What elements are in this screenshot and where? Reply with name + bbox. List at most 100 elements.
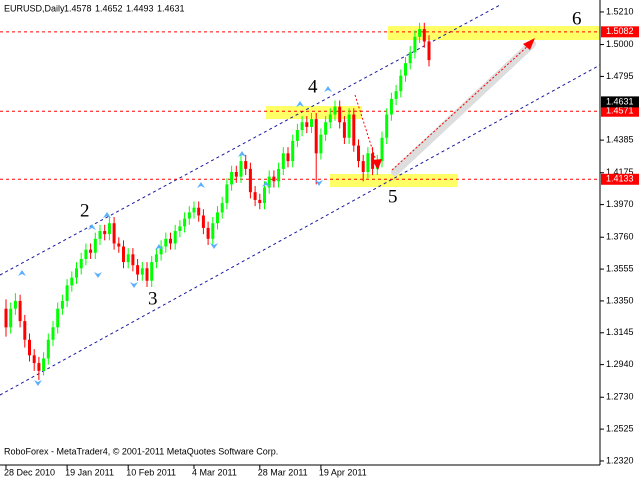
candle-body	[244, 161, 248, 169]
candle-body	[239, 161, 243, 177]
candle-body	[60, 300, 64, 309]
candle-body	[361, 161, 365, 172]
candle-body	[70, 277, 74, 286]
candle-body	[225, 184, 229, 204]
candle-body	[154, 254, 158, 263]
candle-body	[314, 119, 318, 154]
candle-body	[310, 119, 313, 127]
fractal	[238, 151, 246, 157]
zone	[266, 106, 362, 119]
candle-body	[319, 134, 323, 154]
channel-lines	[0, 4, 601, 396]
zones	[266, 26, 600, 187]
candle-body	[9, 308, 13, 328]
level-label: 1.4571	[606, 106, 634, 116]
fractal	[315, 180, 323, 186]
wave-label: 2	[80, 200, 90, 221]
candle-body	[98, 231, 102, 239]
fractal	[34, 380, 42, 386]
candle-body	[150, 262, 154, 281]
candle-body	[286, 153, 290, 162]
candles	[4, 22, 431, 381]
candle-body	[324, 122, 328, 135]
candle-body	[187, 212, 191, 219]
candle-body	[413, 36, 417, 53]
channel-line	[0, 64, 601, 396]
candle-body	[18, 300, 22, 322]
candle-body	[295, 130, 299, 141]
candle-body	[404, 63, 407, 76]
candle-body	[211, 223, 215, 239]
x-tick-label: 19 Jan 2011	[65, 467, 114, 477]
fractal	[324, 86, 332, 92]
x-tick-label: 4 Mar 2011	[192, 467, 237, 477]
level-label-box	[601, 105, 639, 117]
y-tick-label: 1.2940	[606, 359, 634, 369]
candle-body	[103, 231, 107, 235]
fractal	[88, 224, 96, 230]
fractal	[262, 181, 270, 187]
zone	[330, 174, 458, 187]
y-tick-label: 1.4175	[606, 167, 634, 177]
x-tick-label: 19 Apr 2011	[319, 467, 367, 477]
candle-body	[399, 75, 403, 92]
candle-body	[427, 41, 431, 61]
candle-body	[75, 268, 78, 278]
y-tick-label: 1.2320	[606, 455, 634, 465]
candle-body	[79, 258, 83, 269]
candle-body	[4, 308, 8, 328]
candle-body	[159, 246, 163, 255]
arrowhead	[372, 159, 382, 170]
header-price: 1.4578	[64, 3, 92, 13]
candle-body	[117, 243, 121, 247]
candle-body	[418, 29, 422, 37]
levels	[0, 31, 600, 180]
candle-body	[366, 153, 370, 172]
chart-title: EURUSD,Daily	[4, 3, 65, 13]
candle-body	[281, 153, 285, 169]
y-tick-label: 1.5000	[606, 39, 634, 49]
x-tick-label: 28 Mar 2011	[258, 467, 308, 477]
wave-label: 5	[388, 186, 398, 207]
wave-label: 6	[572, 8, 582, 29]
candle-body	[300, 122, 304, 131]
candle-body	[23, 321, 27, 340]
candle-body	[380, 137, 384, 162]
candle-body	[338, 106, 342, 123]
fractal	[197, 182, 205, 188]
y-tick-label: 1.2525	[606, 423, 634, 433]
y-tick-label: 1.3555	[606, 263, 634, 273]
fractal	[94, 272, 102, 278]
candle-body	[389, 98, 393, 115]
fractal	[210, 243, 218, 249]
candle-body	[230, 171, 234, 185]
candle-body	[51, 327, 55, 340]
fractal	[103, 212, 111, 218]
candle-body	[234, 171, 238, 177]
y-tick-label: 1.3970	[606, 199, 634, 209]
candle-body	[305, 122, 309, 127]
candle-body	[357, 145, 360, 162]
price-label: 1.4631	[606, 96, 634, 106]
candle-body	[394, 91, 398, 99]
arrow	[354, 94, 378, 165]
wave-label: 3	[148, 288, 158, 309]
y-tick-label: 1.4795	[606, 71, 634, 81]
candle-body	[46, 339, 50, 359]
header-price: 1.4493	[126, 3, 154, 13]
x-tick-label: 10 Feb 2011	[126, 467, 176, 477]
candle-body	[169, 238, 172, 244]
candle-body	[263, 187, 266, 204]
level-label: 1.5082	[606, 26, 634, 36]
candle-body	[342, 122, 346, 138]
candle-body	[371, 153, 375, 169]
candle-body	[178, 226, 182, 232]
wave-label: 4	[308, 76, 318, 97]
fractal	[155, 244, 163, 250]
candle-body	[333, 106, 337, 115]
candle-body	[89, 249, 93, 253]
candle-body	[56, 308, 60, 328]
candle-body	[122, 246, 125, 263]
candle-body	[164, 238, 168, 247]
